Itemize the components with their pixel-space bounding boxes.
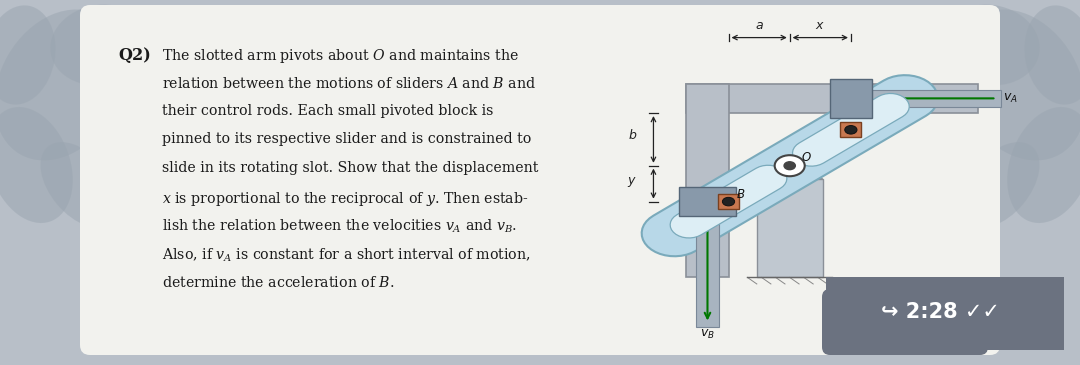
Bar bbox=[757, 179, 823, 277]
Text: ↪ 2:28 ✓✓: ↪ 2:28 ✓✓ bbox=[881, 303, 1000, 322]
Text: ↪ 2:28 ✓✓: ↪ 2:28 ✓✓ bbox=[850, 312, 961, 331]
Ellipse shape bbox=[1025, 5, 1080, 105]
Text: slide in its rotating slot. Show that the displacement: slide in its rotating slot. Show that th… bbox=[162, 161, 538, 175]
Ellipse shape bbox=[40, 142, 120, 228]
Polygon shape bbox=[671, 165, 787, 238]
Bar bbox=[718, 194, 739, 209]
Polygon shape bbox=[642, 75, 937, 256]
Ellipse shape bbox=[941, 5, 1040, 85]
Text: relation between the motions of sliders $A$ and $B$ and: relation between the motions of sliders … bbox=[162, 76, 536, 91]
Text: $b$: $b$ bbox=[627, 128, 637, 142]
Ellipse shape bbox=[955, 9, 1080, 161]
Circle shape bbox=[845, 126, 858, 134]
Bar bbox=[829, 78, 872, 118]
Ellipse shape bbox=[51, 5, 150, 85]
FancyBboxPatch shape bbox=[822, 289, 988, 355]
Bar bbox=[687, 84, 977, 113]
Text: $O$: $O$ bbox=[801, 151, 812, 164]
Ellipse shape bbox=[0, 9, 125, 161]
Text: $a$: $a$ bbox=[755, 19, 764, 32]
Circle shape bbox=[723, 197, 734, 206]
Ellipse shape bbox=[0, 5, 55, 105]
Bar bbox=[872, 90, 1001, 107]
Text: $x$ is proportional to the reciprocal of $y$. Then estab-: $x$ is proportional to the reciprocal of… bbox=[162, 189, 528, 207]
Text: pinned to its respective slider and is constrained to: pinned to its respective slider and is c… bbox=[162, 132, 531, 146]
Text: $v_B$: $v_B$ bbox=[700, 327, 715, 341]
Text: $B$: $B$ bbox=[735, 188, 745, 201]
Text: determine the acceleration of $B$.: determine the acceleration of $B$. bbox=[162, 275, 394, 290]
Ellipse shape bbox=[0, 107, 72, 223]
Text: Q2): Q2) bbox=[118, 47, 151, 64]
Text: The slotted arm pivots about $O$ and maintains the: The slotted arm pivots about $O$ and mai… bbox=[162, 47, 519, 65]
FancyBboxPatch shape bbox=[80, 5, 1000, 355]
Text: their control rods. Each small pivoted block is: their control rods. Each small pivoted b… bbox=[162, 104, 494, 118]
FancyBboxPatch shape bbox=[802, 270, 1080, 358]
Bar bbox=[696, 216, 719, 327]
Ellipse shape bbox=[960, 142, 1040, 228]
Ellipse shape bbox=[1008, 107, 1080, 223]
Text: $v_A$: $v_A$ bbox=[1003, 92, 1018, 105]
Text: $y$: $y$ bbox=[627, 175, 637, 189]
Circle shape bbox=[774, 155, 805, 176]
Text: $x$: $x$ bbox=[815, 19, 825, 32]
Polygon shape bbox=[757, 159, 823, 179]
Text: Also, if $v_A$ is constant for a short interval of motion,: Also, if $v_A$ is constant for a short i… bbox=[162, 246, 530, 264]
Polygon shape bbox=[793, 93, 909, 166]
Bar bbox=[687, 84, 729, 277]
Text: lish the relation between the velocities $v_A$ and $v_B$.: lish the relation between the velocities… bbox=[162, 218, 517, 235]
Bar bbox=[679, 187, 735, 216]
Bar bbox=[840, 122, 862, 137]
Circle shape bbox=[784, 162, 795, 170]
